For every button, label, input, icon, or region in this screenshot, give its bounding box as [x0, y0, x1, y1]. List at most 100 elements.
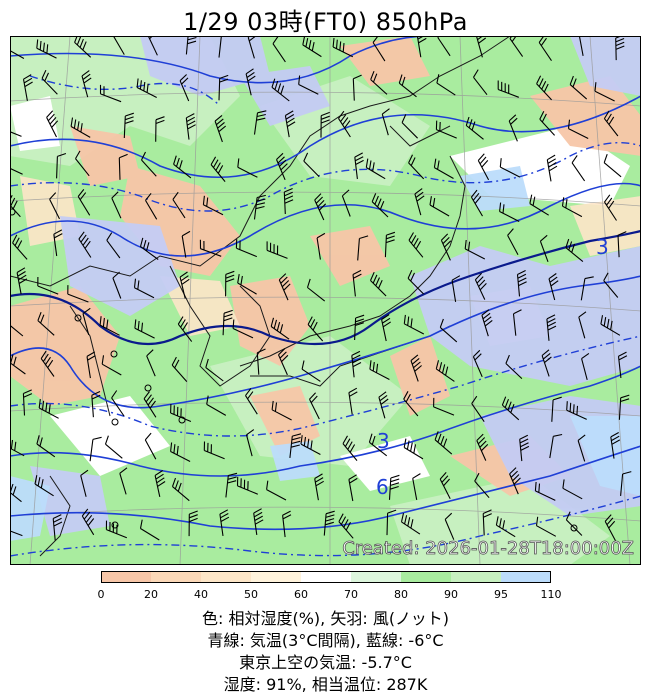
wind-barb — [270, 317, 290, 340]
wind-barb — [581, 352, 590, 381]
legend-line-contours: 青線: 気温(3°C間隔), 藍線: -6°C — [207, 631, 444, 650]
wind-barb — [477, 153, 490, 181]
wind-barb — [37, 276, 59, 295]
wind-barb — [444, 512, 455, 540]
colorbar-segment — [151, 571, 202, 583]
chart-title: 1/29 03時(FT0) 850hPa — [183, 8, 468, 36]
wind-barb — [316, 232, 326, 260]
wind-barb — [309, 392, 320, 420]
wind-barb — [386, 509, 397, 536]
wind-barb — [617, 231, 627, 258]
wind-barb — [81, 70, 92, 98]
wind-barb — [357, 235, 369, 261]
wind-barb — [214, 114, 227, 143]
wind-barb — [499, 158, 521, 178]
wind-barb — [282, 510, 292, 538]
wind-barb — [474, 272, 487, 300]
wind-barb — [505, 354, 523, 379]
wind-barb — [253, 508, 264, 535]
colorbar-tick-label: 60 — [294, 588, 308, 601]
wind-barb — [139, 237, 159, 260]
wind-barb — [348, 474, 358, 502]
wind-barb — [434, 431, 453, 455]
wind-barb — [509, 467, 521, 495]
wind-barb — [146, 349, 156, 377]
wind-barb — [144, 432, 157, 460]
wind-barb — [535, 516, 557, 537]
wind-barb — [577, 434, 586, 462]
wind-barb — [378, 391, 389, 419]
wind-barb — [338, 110, 351, 138]
wind-barb — [470, 189, 483, 217]
wind-barb — [369, 360, 390, 380]
wind-barb — [171, 356, 188, 382]
wind-barb — [104, 435, 123, 459]
wind-barb — [10, 439, 25, 457]
wind-barb — [245, 68, 256, 96]
temperature-contours-dashed — [10, 75, 641, 557]
wind-barb — [105, 520, 128, 539]
wind-barb — [307, 316, 324, 342]
wind-barb — [77, 189, 91, 216]
wind-barb — [106, 232, 121, 259]
wind-barb — [155, 116, 165, 142]
wind-barb — [401, 114, 418, 139]
wind-barb — [398, 74, 417, 98]
wind-barb — [323, 510, 335, 536]
wind-barb — [303, 152, 320, 178]
wind-barb — [594, 82, 615, 102]
wind-barb — [435, 120, 457, 139]
wind-barb — [37, 312, 55, 336]
wind-barb — [508, 114, 518, 142]
wind-barb — [185, 113, 196, 140]
colorbar-tick-label: 20 — [144, 588, 158, 601]
wind-barb — [99, 84, 122, 103]
wind-barb — [170, 442, 191, 462]
wind-barb — [256, 348, 266, 375]
wind-barb — [134, 319, 155, 339]
wind-barb — [302, 36, 322, 58]
wind-barb — [370, 70, 388, 95]
weather-map: 3 3 6 Created: 2026-01-28T18:00:00Z — [10, 36, 641, 565]
colorbar-segment — [451, 571, 502, 583]
wind-barb — [549, 433, 563, 459]
wind-barb — [433, 158, 454, 179]
wind-barb — [141, 151, 157, 177]
wind-barb — [111, 191, 122, 219]
wind-barb — [277, 348, 289, 376]
colorbar-segment — [101, 571, 152, 583]
wind-barb — [471, 395, 485, 423]
wind-barb — [10, 324, 24, 337]
wind-barb — [620, 471, 632, 496]
colorbar-frame — [101, 571, 551, 583]
station-markers — [10, 208, 578, 532]
wind-barb — [67, 285, 89, 303]
wind-barb — [179, 74, 190, 102]
wind-barb — [199, 239, 222, 257]
wind-barb — [507, 228, 519, 255]
wind-barb — [237, 158, 258, 178]
wind-barb — [403, 438, 424, 460]
wind-barb — [548, 273, 559, 301]
wind-barb — [86, 351, 96, 379]
wind-barb — [210, 156, 226, 182]
wind-barb — [519, 434, 530, 462]
wind-barb — [551, 396, 562, 422]
wind-barb — [567, 119, 589, 139]
tokyo-humidity-theta-e: 湿度: 91%, 相当温位: 287K — [223, 675, 428, 694]
wind-barb — [610, 432, 621, 459]
wind-barb — [173, 155, 192, 179]
wind-barb — [354, 152, 364, 180]
wind-barb — [10, 530, 23, 537]
wind-barb — [603, 110, 619, 137]
wind-barb — [119, 467, 128, 495]
colorbar-segment — [501, 571, 551, 583]
wind-barb — [34, 475, 54, 497]
created-timestamp: Created: 2026-01-28T18:00:00Z — [342, 538, 634, 559]
wind-barb — [603, 272, 619, 298]
wind-barb — [177, 316, 193, 342]
wind-barb — [509, 36, 524, 57]
wind-barb — [112, 271, 122, 299]
wind-barb — [482, 509, 492, 536]
wind-barb — [499, 202, 520, 222]
